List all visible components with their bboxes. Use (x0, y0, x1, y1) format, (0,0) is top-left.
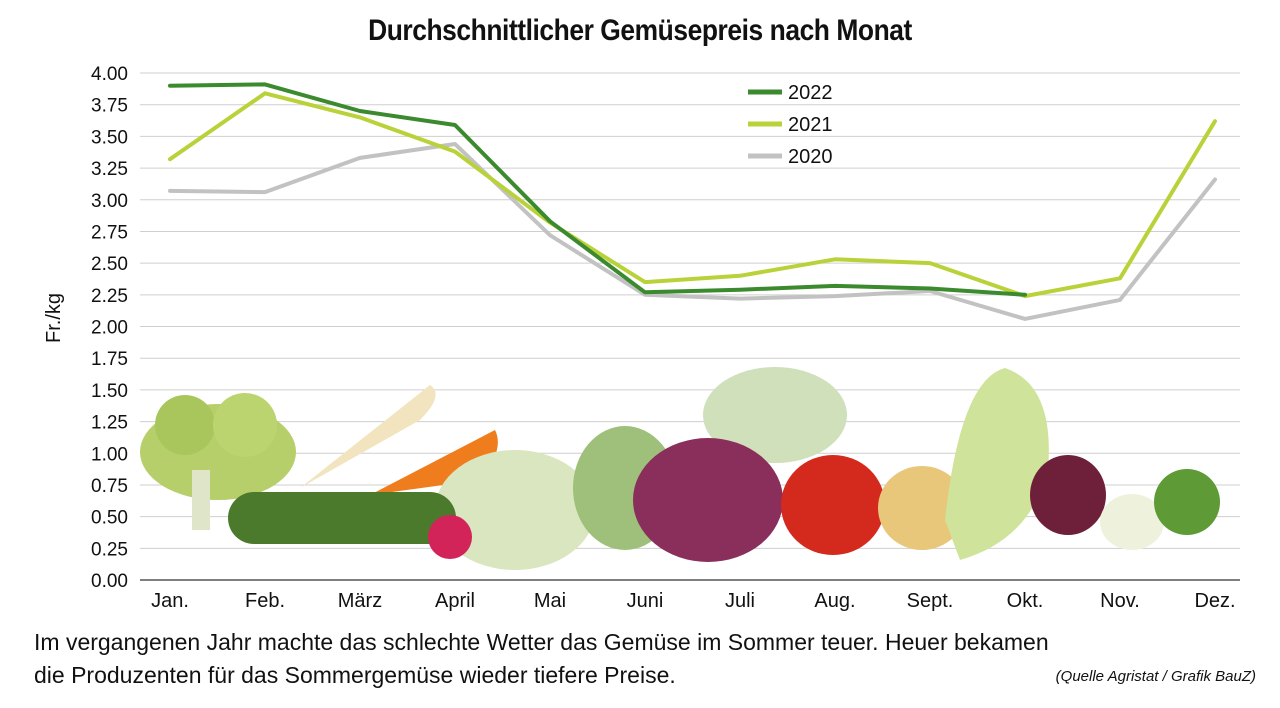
beetroot-illustration (1030, 455, 1106, 535)
caption-line-2: die Produzenten für das Sommergemüse wie… (34, 662, 676, 688)
y-tick-label: 3.75 (91, 96, 128, 117)
vegetable-illustration (140, 367, 1220, 570)
y-tick-label: 2.25 (91, 286, 128, 307)
y-tick-label: 3.25 (91, 159, 128, 180)
chart-title: Durchschnittlicher Gemüsepreis nach Mona… (368, 14, 912, 47)
chinese-cabbage-illustration (945, 368, 1049, 560)
zucchini-illustration (228, 492, 456, 544)
x-tick-label: Juli (725, 590, 755, 612)
legend: 2022 2021 2020 (748, 82, 833, 168)
x-tick-label: Mai (534, 590, 566, 612)
x-axis-ticks: Jan. Feb. März April Mai Juni Juli Aug. Sept. Okt… (151, 590, 1235, 612)
fennel-illustration (1100, 494, 1164, 550)
y-tick-label: 3.00 (91, 191, 128, 212)
x-tick-label: April (435, 590, 475, 612)
caption: Im vergangenen Jahr machte das schlechte… (34, 626, 1254, 692)
y-tick-label: 3.50 (91, 127, 128, 148)
series-line-2020 (168, 142, 1217, 321)
white-cabbage-illustration (703, 367, 847, 463)
y-tick-label: 0.00 (91, 571, 128, 592)
y-axis-label: Fr./kg (43, 293, 65, 343)
y-tick-label: 0.25 (91, 539, 128, 560)
radish-illustration (428, 515, 472, 559)
y-tick-label: 1.75 (91, 349, 128, 370)
cabbage-illustration (435, 450, 595, 570)
x-tick-label: Okt. (1007, 590, 1044, 612)
source-note: (Quelle Agristat / Grafik BauZ) (1055, 668, 1256, 685)
y-tick-label: 0.75 (91, 476, 128, 497)
y-axis-ticks: 0.00 0.25 0.50 0.75 1.00 1.25 1.50 1.75 2.00 2.25… (91, 64, 128, 592)
x-tick-label: Nov. (1100, 590, 1140, 612)
series-line-2022 (168, 82, 1027, 297)
x-tick-label: Jan. (151, 590, 189, 612)
onion-illustration (878, 466, 966, 550)
legend-label: 2021 (788, 114, 833, 136)
x-tick-label: Juni (627, 590, 664, 612)
red-cabbage-illustration (633, 438, 783, 562)
y-tick-label: 4.00 (91, 64, 128, 85)
y-tick-label: 1.25 (91, 413, 128, 434)
legend-label: 2020 (788, 146, 833, 168)
y-tick-label: 1.00 (91, 444, 128, 465)
x-tick-label: Aug. (814, 590, 855, 612)
series-line-2021 (168, 91, 1217, 299)
tomato-illustration (781, 455, 885, 555)
series-lines (168, 82, 1217, 321)
x-tick-label: März (338, 590, 382, 612)
legend-label: 2022 (788, 82, 833, 104)
gridlines (140, 72, 1240, 549)
brussels-sprout-illustration (1154, 469, 1220, 535)
x-tick-label: Sept. (907, 590, 954, 612)
y-tick-label: 1.50 (91, 381, 128, 402)
x-tick-label: Feb. (245, 590, 285, 612)
y-tick-label: 2.00 (91, 318, 128, 339)
y-tick-label: 2.75 (91, 222, 128, 243)
x-tick-label: Dez. (1194, 590, 1235, 612)
caption-line-1: Im vergangenen Jahr machte das schlechte… (34, 629, 1049, 655)
y-tick-label: 0.50 (91, 508, 128, 529)
parsnip-illustration (300, 385, 436, 488)
y-tick-label: 2.50 (91, 254, 128, 275)
